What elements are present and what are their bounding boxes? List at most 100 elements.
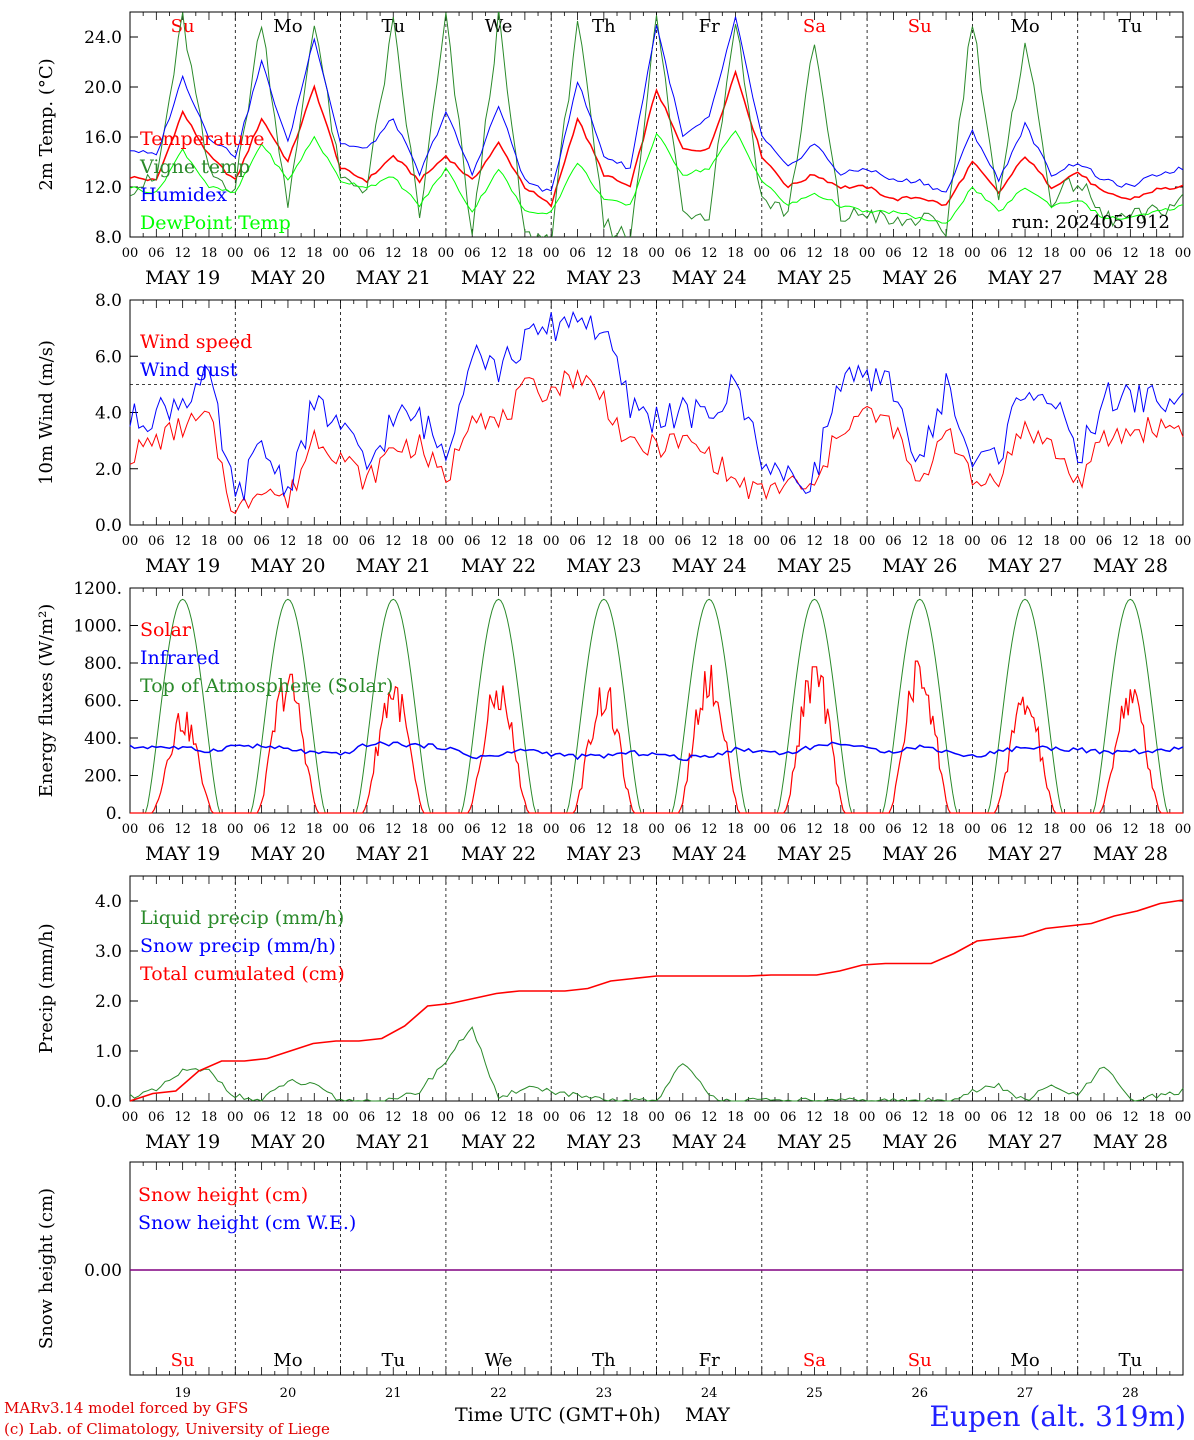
hour-tick-label: 06 bbox=[359, 1110, 376, 1125]
hour-tick-label: 00 bbox=[1069, 822, 1086, 837]
temp-series bbox=[130, 12, 1183, 237]
hour-tick-label: 06 bbox=[569, 822, 586, 837]
hour-tick-label: 06 bbox=[1096, 246, 1113, 261]
hour-tick-label: 00 bbox=[754, 246, 771, 261]
hour-tick-label: 06 bbox=[675, 1110, 692, 1125]
day-label: MAY 27 bbox=[987, 843, 1062, 865]
day-label: MAY 26 bbox=[882, 267, 957, 289]
hour-tick-label: 12 bbox=[701, 534, 718, 549]
hour-tick-label: 18 bbox=[1043, 534, 1060, 549]
legend-entry: Temperature bbox=[140, 128, 264, 150]
y-tick-label: 24.0 bbox=[84, 28, 122, 48]
day-number-label: 27 bbox=[1017, 1386, 1034, 1401]
hour-tick-label: 06 bbox=[990, 822, 1007, 837]
hour-tick-label: 00 bbox=[122, 246, 139, 261]
y-tick-label: 8.0 bbox=[95, 291, 122, 311]
y-tick-label: 2.0 bbox=[95, 992, 122, 1012]
hour-tick-label: 00 bbox=[438, 822, 455, 837]
hour-tick-label: 06 bbox=[885, 246, 902, 261]
y-tick-label: 1.0 bbox=[95, 1042, 122, 1062]
hour-tick-label: 18 bbox=[727, 534, 744, 549]
day-label: MAY 20 bbox=[250, 1131, 325, 1153]
day-label: MAY 28 bbox=[1093, 555, 1168, 577]
hour-tick-label: 00 bbox=[122, 1110, 139, 1125]
y-tick-label: 6.0 bbox=[95, 347, 122, 367]
legend-entry: Wind speed bbox=[140, 331, 252, 353]
hour-tick-label: 18 bbox=[938, 822, 955, 837]
y-axis-label: Energy fluxes (W/m²) bbox=[36, 604, 57, 798]
hour-tick-label: 00 bbox=[227, 534, 244, 549]
hour-tick-label: 18 bbox=[1043, 246, 1060, 261]
hour-tick-label: 12 bbox=[385, 822, 402, 837]
hour-tick-label: 12 bbox=[1017, 534, 1034, 549]
hour-tick-label: 12 bbox=[1017, 822, 1034, 837]
weekday-label: Tu bbox=[381, 1350, 405, 1371]
weekday-label: Sa bbox=[803, 1350, 826, 1371]
hour-tick-label: 12 bbox=[911, 822, 928, 837]
day-label: MAY 21 bbox=[356, 1131, 431, 1153]
weekday-label: Fr bbox=[699, 16, 720, 37]
hour-tick-label: 06 bbox=[464, 1110, 481, 1125]
y-tick-label: 400. bbox=[84, 729, 122, 749]
day-number-label: 26 bbox=[911, 1386, 928, 1401]
panel-frame bbox=[129, 587, 1184, 814]
day-label: MAY 22 bbox=[461, 1131, 536, 1153]
legend-entry: Wind gust bbox=[140, 359, 238, 381]
series-infrared bbox=[129, 741, 1184, 762]
series-humidex bbox=[130, 16, 1183, 193]
day-label: MAY 26 bbox=[882, 1131, 957, 1153]
day-number-label: 19 bbox=[174, 1386, 191, 1401]
weekday-label: Th bbox=[592, 16, 616, 37]
hour-tick-label: 00 bbox=[1175, 822, 1192, 837]
hour-tick-label: 12 bbox=[280, 534, 297, 549]
day-label: MAY 25 bbox=[777, 843, 852, 865]
hour-tick-label: 12 bbox=[490, 246, 507, 261]
hour-tick-label: 18 bbox=[306, 246, 323, 261]
hour-tick-label: 06 bbox=[148, 534, 165, 549]
hour-tick-label: 06 bbox=[148, 1110, 165, 1125]
day-number-label: 24 bbox=[701, 1386, 718, 1401]
y-axis-label: 2m Temp. (°C) bbox=[36, 58, 57, 190]
day-number-label: 23 bbox=[596, 1386, 613, 1401]
hour-tick-label: 00 bbox=[543, 1110, 560, 1125]
weekday-label: Tu bbox=[381, 16, 405, 37]
panel-5 bbox=[129, 1161, 1184, 1376]
hour-tick-label: 18 bbox=[306, 1110, 323, 1125]
hour-tick-label: 12 bbox=[596, 246, 613, 261]
hour-tick-label: 12 bbox=[280, 246, 297, 261]
hour-tick-label: 18 bbox=[517, 246, 534, 261]
hour-tick-label: 00 bbox=[648, 1110, 665, 1125]
hour-tick-label: 18 bbox=[622, 534, 639, 549]
weekday-label: Mo bbox=[273, 16, 302, 37]
hour-tick-label: 06 bbox=[569, 246, 586, 261]
hour-tick-label: 12 bbox=[806, 246, 823, 261]
hour-tick-label: 06 bbox=[675, 822, 692, 837]
series-solar bbox=[130, 660, 1183, 814]
hour-tick-label: 06 bbox=[569, 534, 586, 549]
hour-tick-label: 18 bbox=[411, 534, 428, 549]
weekday-label: Su bbox=[908, 1350, 932, 1371]
hour-tick-label: 12 bbox=[911, 246, 928, 261]
hour-tick-label: 12 bbox=[490, 534, 507, 549]
hour-tick-label: 00 bbox=[543, 246, 560, 261]
day-label: MAY 23 bbox=[566, 555, 641, 577]
hour-tick-label: 18 bbox=[1148, 534, 1165, 549]
hour-tick-label: 06 bbox=[675, 534, 692, 549]
hour-tick-label: 12 bbox=[701, 246, 718, 261]
hour-tick-label: 00 bbox=[332, 822, 349, 837]
day-label: MAY 27 bbox=[987, 1131, 1062, 1153]
hour-tick-label: 18 bbox=[517, 1110, 534, 1125]
hour-tick-label: 12 bbox=[1017, 1110, 1034, 1125]
weekday-label: Su bbox=[171, 1350, 195, 1371]
day-label: MAY 24 bbox=[672, 555, 747, 577]
hour-tick-label: 06 bbox=[780, 246, 797, 261]
day-label: MAY 20 bbox=[250, 843, 325, 865]
hour-tick-label: 12 bbox=[174, 1110, 191, 1125]
hour-tick-label: 00 bbox=[648, 534, 665, 549]
hour-tick-label: 06 bbox=[885, 822, 902, 837]
hour-tick-label: 12 bbox=[911, 534, 928, 549]
hour-tick-label: 06 bbox=[148, 246, 165, 261]
day-label: MAY 23 bbox=[566, 1131, 641, 1153]
hour-tick-label: 06 bbox=[464, 822, 481, 837]
y-tick-label: 12.0 bbox=[84, 178, 122, 198]
